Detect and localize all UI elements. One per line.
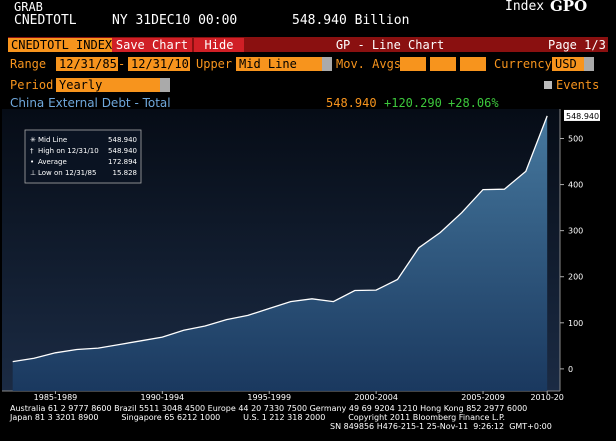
legend-value: 172.894 (108, 158, 137, 166)
currency-label: Currency (494, 57, 552, 71)
footer-line: Japan 81 3 3201 8900 Singapore 65 6212 1… (10, 413, 506, 422)
upper-select[interactable]: Mid Line (236, 57, 328, 71)
mov-avg-box[interactable] (400, 57, 426, 71)
range-label: Range (10, 57, 47, 71)
mov-avg-box[interactable] (460, 57, 486, 71)
legend-name: Mid Line (38, 136, 67, 144)
toolbar-title: GP - Line Chart (335, 38, 445, 52)
pct-change: +28.06% (448, 96, 499, 110)
legend-symbol: ✳ (30, 136, 36, 144)
events-label: Events (556, 78, 600, 92)
period-label: Period (10, 78, 54, 92)
dropdown-arrow[interactable] (160, 78, 170, 92)
mov-avg-box[interactable] (430, 57, 456, 71)
y-tick-label: 200 (568, 273, 583, 282)
y-tick-label: 300 (568, 227, 583, 236)
net-change: +120.290 (384, 96, 442, 110)
hide-button[interactable]: Hide (194, 38, 244, 52)
end-date[interactable]: 12/31/10 (128, 57, 190, 71)
chart-title: China External Debt - Total (10, 96, 171, 110)
dropdown-arrow[interactable] (322, 57, 332, 71)
period-select[interactable]: Yearly (56, 78, 160, 92)
dash: - (118, 57, 126, 71)
legend-name: Low on 12/31/85 (38, 169, 96, 177)
page-number[interactable]: Page 1/3 (548, 38, 606, 52)
last-value: 548.940 (326, 96, 377, 110)
footer-line: Australia 61 2 9777 8600 Brazil 5511 304… (10, 404, 528, 413)
legend-value: 548.940 (108, 136, 137, 144)
dropdown-arrow[interactable] (584, 57, 594, 71)
x-tick-label: 1995-1999 (247, 393, 291, 402)
y-tick-label: 100 (568, 319, 583, 328)
events-checkbox[interactable] (544, 81, 552, 89)
legend-symbol: ⊥ (30, 169, 36, 177)
x-tick-label: 1985-1989 (34, 393, 78, 402)
currency-select[interactable]: USD (552, 57, 584, 71)
area (12, 115, 548, 392)
legend-name: Average (38, 158, 67, 166)
upper-label: Upper (196, 57, 233, 71)
mov-avgs-label: Mov. Avgs (336, 57, 402, 71)
y-tick-label: 400 (568, 181, 583, 190)
chart: 0 100 200 300 400 500 1985-1989 1990-1994 1995-1… (2, 109, 600, 402)
last-tag-box (564, 109, 600, 121)
legend-symbol: • (30, 158, 34, 166)
line (12, 115, 548, 363)
ticker: CNEDTOTL (14, 13, 77, 28)
last-tag: 548.940 (566, 112, 599, 121)
timestamp: NY 31DEC10 00:00 (112, 13, 238, 28)
x-tick-label: 2010-20 (530, 393, 563, 402)
legend-box (24, 129, 142, 184)
legend-name: High on 12/31/10 (38, 147, 99, 155)
code: GPO (550, 0, 588, 15)
x-tick-label: 2005-2009 (461, 393, 505, 402)
legend-symbol: † (30, 147, 34, 155)
y-tick-label: 0 (568, 365, 573, 374)
index-label: Index (505, 0, 545, 14)
function: GRAB (14, 0, 43, 14)
legend-value: 548.940 (108, 147, 137, 155)
security: CNEDTOTL INDEX (8, 38, 116, 52)
footer-line: SN 849856 H476-215-1 25-Nov-11 9:26:12 G… (330, 422, 552, 431)
save-button[interactable]: Save Chart (112, 38, 192, 52)
start-date[interactable]: 12/31/85 (56, 57, 118, 71)
x-tick-label: 2000-2004 (354, 393, 398, 402)
legend-value: 15.828 (113, 169, 138, 177)
y-tick-label: 500 (568, 134, 583, 143)
x-tick-label: 1990-1994 (141, 393, 185, 402)
last-price: 548.940 Billion (292, 13, 410, 28)
